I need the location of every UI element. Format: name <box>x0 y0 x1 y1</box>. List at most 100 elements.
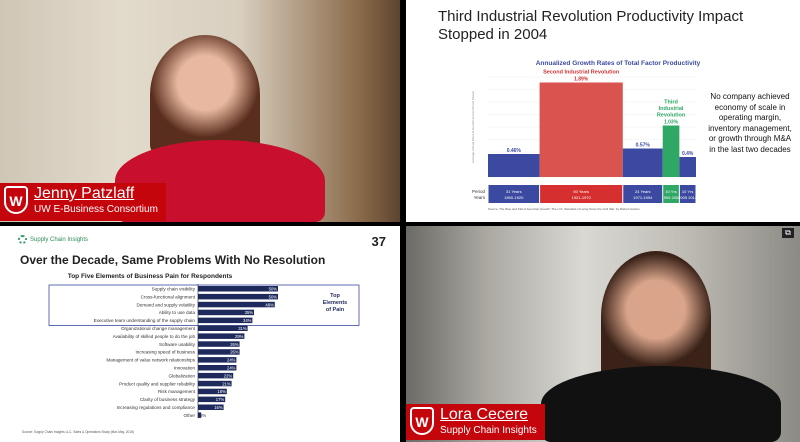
annotation: Revolution <box>657 113 686 119</box>
category-label: Risk management <box>158 389 196 394</box>
period-box <box>623 185 663 203</box>
chart-title: Top Five Elements of Business Pain for R… <box>68 273 233 280</box>
bar <box>198 380 232 387</box>
video-tile-lora[interactable]: ⧉ W Lora Cecere Supply Chain Insights <box>406 226 800 442</box>
bar <box>198 349 240 355</box>
period-label: 10 Yrs <box>665 189 677 194</box>
name-tag: W Lora Cecere Supply Chain Insights <box>406 404 545 440</box>
bar <box>198 396 226 403</box>
annotation: Third <box>664 100 678 106</box>
data-label: 31% <box>238 326 247 331</box>
slide-title: Third Industrial Revolution Productivity… <box>438 8 744 43</box>
source-note: Source: Supply Chain Insights LLC, Sales… <box>22 430 134 434</box>
category-label: Availability of skilled people to do the… <box>113 334 196 339</box>
period-label: 50 Years <box>573 189 589 194</box>
period-box <box>488 185 540 203</box>
period-box <box>540 185 623 203</box>
data-label: 0.4% <box>682 151 694 157</box>
data-label: 26% <box>230 342 239 347</box>
slide-title: Over the Decade, Same Problems With No R… <box>20 253 326 267</box>
period-axis-label: Period <box>472 189 486 194</box>
participant-shirt <box>541 366 781 442</box>
category-label: Supply chain visibility <box>152 287 196 292</box>
bar <box>198 341 240 347</box>
category-label: Ability to use data <box>159 310 196 315</box>
category-label: Product quality and supplier reliability <box>119 381 196 386</box>
data-label: 17% <box>216 397 225 402</box>
data-label: 1.89% <box>574 77 589 83</box>
chart-title: Annualized Growth Rates of Total Factor … <box>536 60 701 67</box>
participant-org: UW E-Business Consortium <box>34 204 158 215</box>
supply-chain-insights-logo: Supply Chain Insights <box>18 235 88 244</box>
participant-video <box>150 35 260 155</box>
period-axis-label: Years <box>474 195 486 200</box>
data-label: 16% <box>214 405 223 410</box>
data-label: 50% <box>269 287 278 292</box>
data-label: 29% <box>235 334 244 339</box>
bar <box>198 388 227 395</box>
category-label: Clarity of business strategy <box>140 397 196 402</box>
category-label: Globalization <box>168 373 195 378</box>
logo-icon <box>18 235 27 244</box>
data-label: 21% <box>222 381 231 386</box>
period-years: 2005 2014 <box>678 195 698 200</box>
participant-name: Jenny Patzlaff <box>34 185 135 202</box>
data-label: 18% <box>217 389 226 394</box>
bar <box>198 286 278 292</box>
bar <box>198 412 202 418</box>
data-label: 0.46% <box>507 148 522 154</box>
bar <box>662 125 680 177</box>
category-label: Organizational change management <box>121 326 196 331</box>
highlight-label: of Pain <box>326 307 345 313</box>
period-label: 31 Years <box>506 189 522 194</box>
category-label: Software usability <box>159 342 196 347</box>
bar <box>488 154 540 177</box>
bar <box>198 365 237 371</box>
annotation: Second Industrial Revolution <box>543 70 620 76</box>
highlight-label: Top <box>330 293 340 299</box>
data-label: 26% <box>230 350 239 355</box>
bar <box>198 404 224 410</box>
bar <box>539 82 623 177</box>
bar <box>198 325 248 331</box>
category-label: Increasing regulations and compliance <box>117 405 196 410</box>
shared-slide-business-pain: Supply Chain Insights 37 Over the Decade… <box>0 226 400 442</box>
category-label: Cross-functional alignment <box>141 294 196 299</box>
logo-text: Supply Chain Insights <box>30 236 89 243</box>
participant-video <box>601 251 711 381</box>
business-pain-chart: Top Five Elements of Business Pain for R… <box>22 273 360 434</box>
period-years: 1921-1970 <box>572 195 592 200</box>
bar <box>198 301 275 308</box>
category-label: Management of value network relationship… <box>106 358 195 363</box>
period-years: 1971-1994 <box>633 195 653 200</box>
data-label: 22% <box>224 373 233 378</box>
category-label: Innovation <box>174 366 196 371</box>
page-number: 37 <box>371 234 386 249</box>
data-label: 35% <box>245 310 254 315</box>
highlight-label: Elements <box>323 300 347 306</box>
data-label: 34% <box>243 318 252 323</box>
period-years: 1890-1920 <box>504 195 524 200</box>
uw-crest-icon: W <box>4 186 28 214</box>
video-tile-jenny[interactable]: W Jenny Patzlaff UW E-Business Consortiu… <box>0 0 400 222</box>
source-note: Source: The Rise and Fall of American Gr… <box>488 207 640 211</box>
data-label: 0.57% <box>636 143 651 149</box>
bar <box>198 357 237 363</box>
category-label: Executive team understanding of the supp… <box>94 318 196 323</box>
shared-slide-productivity: Third Industrial Revolution Productivity… <box>406 0 800 222</box>
picture-in-picture-icon[interactable]: ⧉ <box>782 228 794 238</box>
period-label: 10 Yrs <box>682 189 694 194</box>
productivity-chart: Annualized Growth Rates of Total Factor … <box>471 60 701 211</box>
bar <box>198 333 245 339</box>
period-years: 1995 2004 <box>662 195 682 200</box>
bar <box>198 317 253 324</box>
bar <box>198 372 234 379</box>
period-box <box>663 185 679 203</box>
name-tag: W Jenny Patzlaff UW E-Business Consortiu… <box>0 183 166 221</box>
data-label: 2% <box>200 413 206 418</box>
uw-crest-icon: W <box>410 407 434 435</box>
bar <box>679 157 696 177</box>
period-label: 24 Years <box>635 189 651 194</box>
category-label: Increasing speed of business <box>135 350 195 355</box>
bar <box>198 309 254 316</box>
